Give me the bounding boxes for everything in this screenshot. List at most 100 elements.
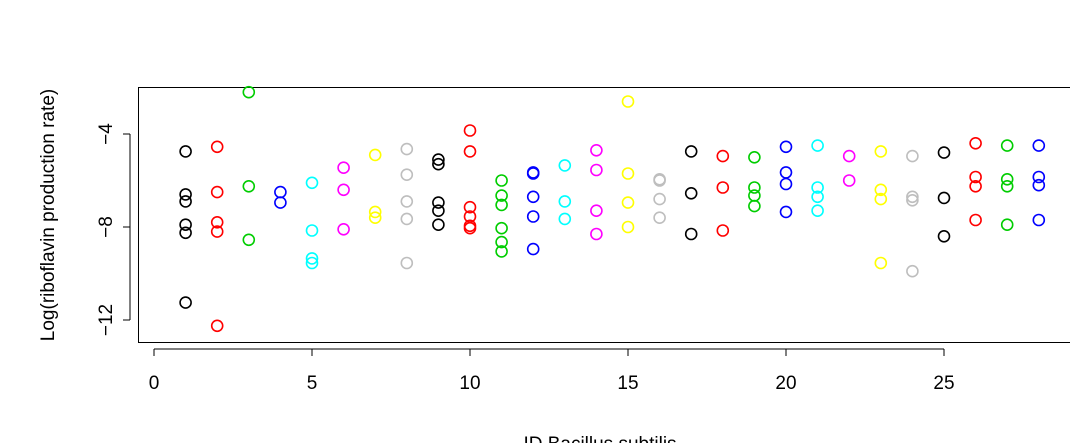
data-point bbox=[179, 145, 192, 158]
x-tick-label: 20 bbox=[775, 373, 796, 394]
x-tick-label: 15 bbox=[617, 373, 638, 394]
data-point bbox=[748, 189, 761, 202]
data-point bbox=[432, 196, 445, 209]
data-point bbox=[779, 140, 793, 154]
data-point bbox=[210, 140, 224, 154]
data-point bbox=[590, 227, 603, 241]
data-point bbox=[621, 220, 635, 234]
data-point bbox=[653, 211, 666, 224]
data-point bbox=[779, 166, 793, 179]
data-point bbox=[906, 264, 919, 278]
data-point bbox=[969, 213, 982, 227]
data-point bbox=[1000, 180, 1014, 193]
data-point bbox=[748, 181, 761, 194]
data-point bbox=[495, 174, 508, 187]
data-point bbox=[368, 211, 382, 224]
data-point bbox=[432, 157, 445, 171]
data-point bbox=[179, 226, 192, 240]
data-point bbox=[969, 170, 982, 184]
data-point bbox=[684, 187, 698, 200]
data-point bbox=[558, 195, 572, 208]
x-tick-label: 5 bbox=[307, 373, 318, 394]
data-point bbox=[495, 245, 508, 258]
data-point bbox=[526, 242, 540, 256]
points-layer bbox=[179, 85, 1046, 333]
data-point bbox=[590, 144, 603, 157]
data-point bbox=[842, 149, 856, 163]
data-point bbox=[400, 142, 414, 156]
data-point bbox=[305, 176, 319, 190]
data-point bbox=[1032, 170, 1046, 184]
data-point bbox=[590, 204, 603, 217]
data-point bbox=[242, 233, 256, 247]
data-point bbox=[716, 149, 730, 163]
data-point bbox=[1000, 139, 1014, 152]
data-point bbox=[210, 319, 224, 333]
data-point bbox=[179, 188, 192, 201]
data-point bbox=[305, 252, 319, 265]
data-point bbox=[811, 204, 824, 217]
data-point bbox=[463, 145, 477, 158]
data-point bbox=[937, 230, 951, 243]
data-point bbox=[684, 227, 698, 241]
data-point bbox=[242, 180, 256, 193]
data-point bbox=[621, 196, 635, 209]
data-point bbox=[937, 146, 951, 159]
data-point bbox=[1032, 213, 1046, 227]
plot-area-frame bbox=[138, 87, 1070, 343]
data-point bbox=[432, 218, 445, 231]
data-point bbox=[779, 177, 793, 191]
data-point bbox=[811, 139, 824, 152]
data-point bbox=[716, 181, 730, 194]
data-point bbox=[621, 95, 635, 108]
data-point bbox=[463, 124, 477, 137]
data-point bbox=[526, 190, 540, 204]
data-point bbox=[368, 205, 382, 219]
data-point bbox=[179, 296, 192, 309]
data-point bbox=[368, 148, 382, 162]
data-point bbox=[210, 225, 224, 238]
data-point bbox=[495, 221, 508, 235]
data-point bbox=[305, 256, 319, 270]
data-point bbox=[274, 196, 287, 209]
data-point bbox=[400, 168, 414, 181]
x-axis-label: ID Bacillus subtilis bbox=[523, 434, 676, 443]
data-point bbox=[337, 223, 350, 236]
data-point bbox=[969, 180, 982, 193]
x-axis: 0 5 10 15 20 25 bbox=[149, 348, 955, 394]
data-point bbox=[1000, 218, 1014, 231]
data-point bbox=[463, 200, 477, 214]
data-point bbox=[400, 256, 414, 270]
data-point bbox=[400, 195, 414, 208]
data-point bbox=[716, 224, 730, 237]
data-point bbox=[526, 210, 540, 223]
data-point bbox=[337, 183, 350, 197]
data-point bbox=[874, 256, 888, 270]
data-point bbox=[274, 185, 287, 199]
data-point bbox=[748, 199, 761, 213]
data-point bbox=[210, 216, 224, 229]
y-tick-label: −8 bbox=[96, 216, 117, 238]
data-point bbox=[748, 151, 761, 164]
data-point bbox=[621, 167, 635, 180]
data-point bbox=[811, 181, 824, 194]
y-axis-label: Log(riboflavin production rate) bbox=[38, 89, 59, 341]
data-point bbox=[179, 195, 192, 208]
data-point bbox=[305, 224, 319, 237]
data-point bbox=[495, 189, 508, 202]
data-point bbox=[526, 167, 540, 180]
data-point bbox=[906, 149, 919, 163]
data-point bbox=[210, 185, 224, 199]
data-point bbox=[779, 205, 793, 219]
data-point bbox=[1032, 178, 1046, 192]
data-point bbox=[842, 174, 856, 187]
data-point bbox=[874, 145, 888, 158]
data-point bbox=[874, 192, 888, 206]
data-point bbox=[400, 212, 414, 226]
data-point bbox=[558, 212, 572, 226]
data-point bbox=[874, 183, 888, 197]
y-tick-label: −12 bbox=[96, 304, 117, 336]
data-point bbox=[463, 221, 477, 235]
data-point bbox=[179, 218, 192, 231]
